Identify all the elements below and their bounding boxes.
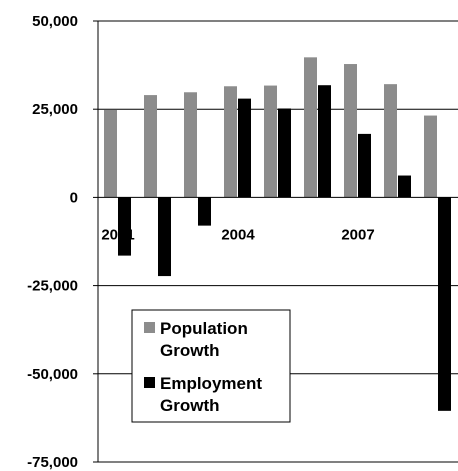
- axes: [93, 20, 458, 463]
- tick-labels: 50,000 25,000 0 -25,000 -50,000 -75,000 2001 20…: [27, 13, 375, 471]
- bar-employment-2006: [318, 85, 331, 198]
- bar-employment-2004: [238, 98, 251, 198]
- bar-employment-2001: [118, 197, 131, 256]
- legend-label: Growth: [160, 396, 220, 415]
- bar-population-2005: [264, 85, 277, 198]
- legend-swatch-employment: [144, 377, 155, 388]
- legend-label: Employment: [160, 374, 262, 393]
- y-tick-label: 25,000: [32, 101, 78, 118]
- legend-label: Population: [160, 319, 248, 338]
- y-tick-label: 50,000: [32, 13, 78, 30]
- legend-label: Growth: [160, 341, 220, 360]
- y-tick-label: 0: [70, 189, 78, 206]
- bar-employment-2002: [158, 197, 171, 277]
- bar-employment-2005: [278, 108, 291, 198]
- x-tick-label: 2007: [341, 226, 374, 243]
- bar-employment-2007: [358, 133, 371, 198]
- y-tick-label: -75,000: [27, 454, 78, 471]
- legend-box: [131, 309, 291, 423]
- bars: [104, 57, 451, 411]
- legend-swatch-population: [144, 322, 155, 333]
- bar-employment-2003: [198, 197, 211, 226]
- bar-population-2001: [104, 109, 117, 198]
- x-tick-label: 2001: [101, 226, 134, 243]
- bar-population-2007: [344, 64, 357, 198]
- legend: Population Growth Employment Growth: [131, 309, 291, 423]
- bar-employment-2009: [438, 197, 451, 411]
- y-tick-label: -50,000: [27, 366, 78, 383]
- y-tick-label: -25,000: [27, 278, 78, 295]
- x-tick-label: 2004: [221, 226, 255, 243]
- bar-employment-2008: [398, 175, 411, 198]
- bar-population-2003: [184, 92, 197, 198]
- bar-population-2008: [384, 84, 397, 198]
- bar-population-2009: [424, 115, 437, 198]
- bar-population-2002: [144, 95, 157, 198]
- bar-population-2006: [304, 57, 317, 198]
- bar-population-2004: [224, 86, 237, 198]
